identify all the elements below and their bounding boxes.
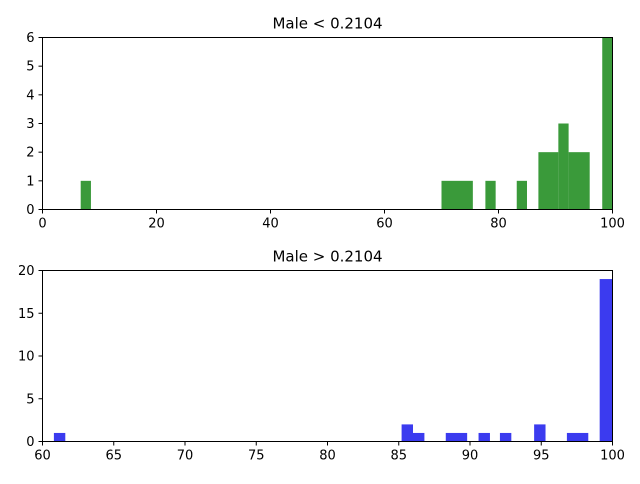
y-tick-label: 5: [26, 392, 34, 407]
chart-title: Male > 0.2104: [272, 248, 382, 266]
y-tick-label: 2: [26, 146, 34, 161]
histogram-bar: [413, 432, 425, 442]
x-tick-label: 95: [533, 449, 550, 464]
y-tick-label: 6: [26, 31, 34, 46]
histogram-bar: [401, 424, 413, 442]
chart-title: Male < 0.2104: [272, 15, 382, 33]
y-tick-label: 1: [26, 174, 34, 189]
histogram-bar: [485, 180, 496, 210]
histogram-bar: [599, 279, 613, 442]
histogram-bar: [478, 432, 490, 442]
x-tick-label: 20: [148, 217, 165, 232]
histogram-bar: [602, 37, 613, 210]
x-tick-label: 85: [390, 449, 407, 464]
histogram-bar: [53, 432, 66, 442]
histogram-bar: [499, 432, 512, 442]
histogram-bar: [516, 180, 527, 210]
y-tick-label: 0: [26, 435, 34, 450]
y-tick-label: 5: [26, 60, 34, 75]
x-tick-label: 60: [376, 217, 393, 232]
bottom-histogram-panel: Male > 0.2104 60 65 70 75 80 85 90 95 100 0 5 10 15 20: [18, 248, 625, 464]
histogram-bar: [568, 152, 590, 210]
top-histogram-panel: Male < 0.2104 0 20 40 60 80 100 0 1 2 3 4 5 6: [26, 15, 625, 232]
x-tick-label: 75: [248, 449, 265, 464]
y-tick-label: 3: [26, 117, 34, 132]
histogram-bar: [538, 152, 559, 210]
y-tick-label: 15: [18, 307, 35, 322]
x-tick-label: 60: [34, 449, 51, 464]
x-tick-label: 100: [600, 449, 625, 464]
x-tick-label: 80: [319, 449, 336, 464]
histogram-bar: [558, 123, 569, 210]
histogram-bar: [441, 180, 473, 210]
x-tick-label: 0: [38, 217, 46, 232]
x-tick-label: 90: [462, 449, 479, 464]
histogram-bar: [566, 432, 589, 442]
histogram-bar: [445, 432, 468, 442]
x-tick-label: 100: [600, 217, 625, 232]
x-tick-label: 40: [262, 217, 279, 232]
x-tick-label: 70: [177, 449, 194, 464]
y-tick-label: 4: [26, 88, 34, 103]
y-tick-label: 0: [26, 203, 34, 218]
histogram-bar: [80, 180, 91, 210]
y-tick-label: 20: [18, 264, 35, 279]
x-tick-label: 65: [105, 449, 122, 464]
histogram-bar: [534, 424, 546, 442]
y-tick-label: 10: [18, 350, 35, 365]
x-tick-label: 80: [490, 217, 507, 232]
